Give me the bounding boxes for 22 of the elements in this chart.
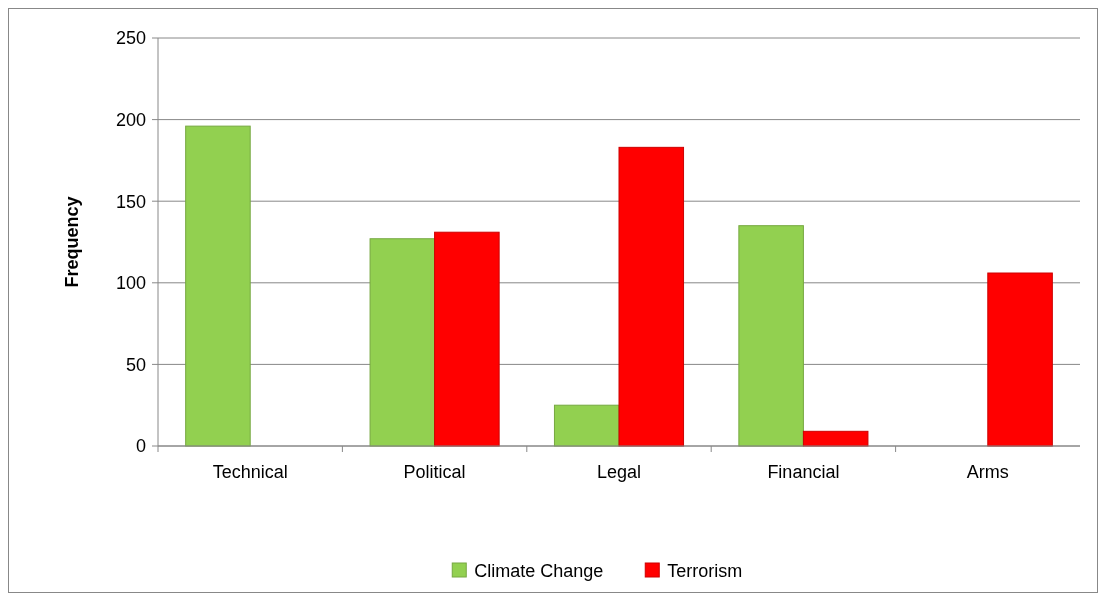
bar [618, 146, 685, 447]
bar [738, 225, 804, 447]
x-tick-label: Financial [767, 462, 840, 482]
bar [553, 404, 620, 447]
legend-label: Terrorism [667, 561, 743, 582]
x-tick-label: Technical [212, 462, 288, 482]
x-tick-label: Legal [596, 462, 642, 482]
bar [434, 231, 500, 447]
y-axis-title: Frequency [62, 196, 82, 288]
y-tick-label: 50 [125, 354, 146, 375]
y-tick-label: 250 [115, 28, 146, 49]
x-tick-label: Political [403, 462, 466, 482]
bar [185, 125, 251, 447]
y-tick-label: 0 [135, 436, 146, 457]
y-tick-label: 200 [115, 109, 146, 130]
bar [369, 238, 436, 447]
bar [987, 272, 1053, 447]
x-tick-label: Arms [966, 462, 1009, 482]
y-tick-label: 100 [115, 273, 146, 294]
legend-label: Climate Change [474, 561, 604, 582]
y-tick-label: 150 [115, 191, 146, 212]
bar [802, 430, 869, 447]
